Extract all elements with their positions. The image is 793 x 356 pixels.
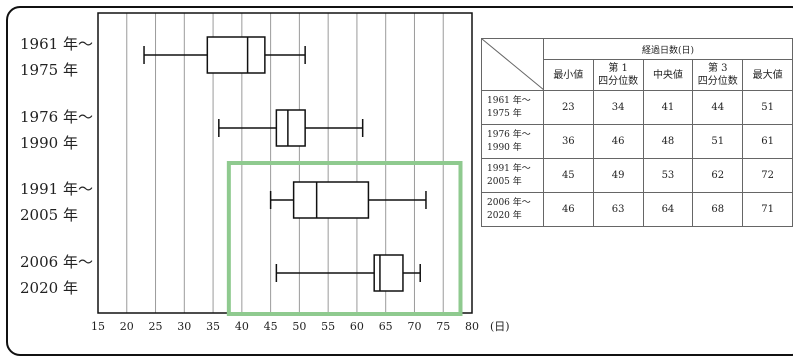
- table-cell: 71: [742, 192, 793, 227]
- table-row: 1961 年～ 1975 年 23 34 41 44 51: [481, 90, 793, 125]
- x-unit-label: (日): [490, 320, 510, 333]
- table-cell: 51: [742, 90, 793, 125]
- x-tick-label: 15: [91, 320, 105, 333]
- table-cell: 34: [592, 90, 644, 125]
- table-cell: 44: [692, 90, 744, 125]
- table-row-label: 1961 年～ 1975 年: [481, 90, 544, 125]
- x-tick-label: 50: [292, 320, 306, 333]
- x-tick-label: 75: [436, 320, 450, 333]
- table-row: 2006 年～ 2020 年 46 63 64 68 71: [481, 192, 793, 227]
- table-cell: 72: [742, 158, 793, 193]
- category-label: 1976 年～: [20, 108, 93, 126]
- category-label: 2006 年～: [20, 253, 93, 271]
- x-tick-label: 40: [235, 320, 249, 333]
- table-cell: 48: [642, 124, 694, 159]
- table-column-header: 最大値: [742, 59, 793, 91]
- table-cell: 45: [542, 158, 594, 193]
- table-cell: 46: [542, 192, 594, 227]
- summary-table: 経過日数(日) 最小値第 1 四分位数 中央値第 3 四分位数 最大値 1961 年～ 1…: [481, 38, 793, 227]
- x-tick-label: 60: [350, 320, 364, 333]
- x-tick-label: 80: [465, 320, 479, 333]
- table-cell: 63: [592, 192, 644, 227]
- table-column-header: 最小値: [542, 59, 594, 91]
- box-plot-chart: 1961 年～ 1975 年 1976 年～ 1990 年 1991 年～ 2005 年 2…: [20, 12, 510, 333]
- table-cell: 61: [742, 124, 793, 159]
- table-cell: 64: [642, 192, 694, 227]
- table-corner: [481, 38, 544, 91]
- table-column-header: 第 1 四分位数: [592, 59, 644, 91]
- x-tick-label: 30: [177, 320, 191, 333]
- x-tick-label: 20: [120, 320, 134, 333]
- table-row: 1976 年～ 1990 年 36 46 48 51 61: [481, 124, 793, 159]
- x-tick-label: 35: [206, 320, 220, 333]
- table-cell: 46: [592, 124, 644, 159]
- table-cell: 23: [542, 90, 594, 125]
- category-label: 1991 年～: [20, 180, 93, 198]
- table-row-label: 1976 年～ 1990 年: [481, 124, 544, 159]
- x-tick-label: 55: [321, 320, 335, 333]
- category-label: 1961 年～: [20, 35, 93, 53]
- table-cell: 51: [692, 124, 744, 159]
- table-cell: 53: [642, 158, 694, 193]
- table-span-header: 経過日数(日): [542, 38, 793, 60]
- table-cell: 68: [692, 192, 744, 227]
- table-cell: 41: [642, 90, 694, 125]
- table-column-header: 第 3 四分位数: [692, 59, 744, 91]
- table-cell: 49: [592, 158, 644, 193]
- iqr-box: [292, 181, 370, 219]
- x-tick-label: 65: [379, 320, 393, 333]
- table-cell: 62: [692, 158, 744, 193]
- table-row-label: 1991 年～ 2005 年: [481, 158, 544, 193]
- category-label: 2005 年: [20, 206, 78, 224]
- iqr-box: [373, 254, 404, 292]
- iqr-box: [206, 36, 266, 74]
- table-row: 1991 年～ 2005 年 45 49 53 62 72: [481, 158, 793, 193]
- x-tick-label: 45: [264, 320, 278, 333]
- table-row-label: 2006 年～ 2020 年: [481, 192, 544, 227]
- category-label: 2020 年: [20, 279, 78, 297]
- x-tick-label: 70: [407, 320, 421, 333]
- highlight-box: [226, 161, 463, 316]
- table-column-header: 中央値: [642, 59, 694, 91]
- x-tick-label: 25: [149, 320, 163, 333]
- table-cell: 36: [542, 124, 594, 159]
- category-label: 1990 年: [20, 134, 78, 152]
- category-label: 1975 年: [20, 61, 78, 79]
- iqr-box: [275, 109, 306, 147]
